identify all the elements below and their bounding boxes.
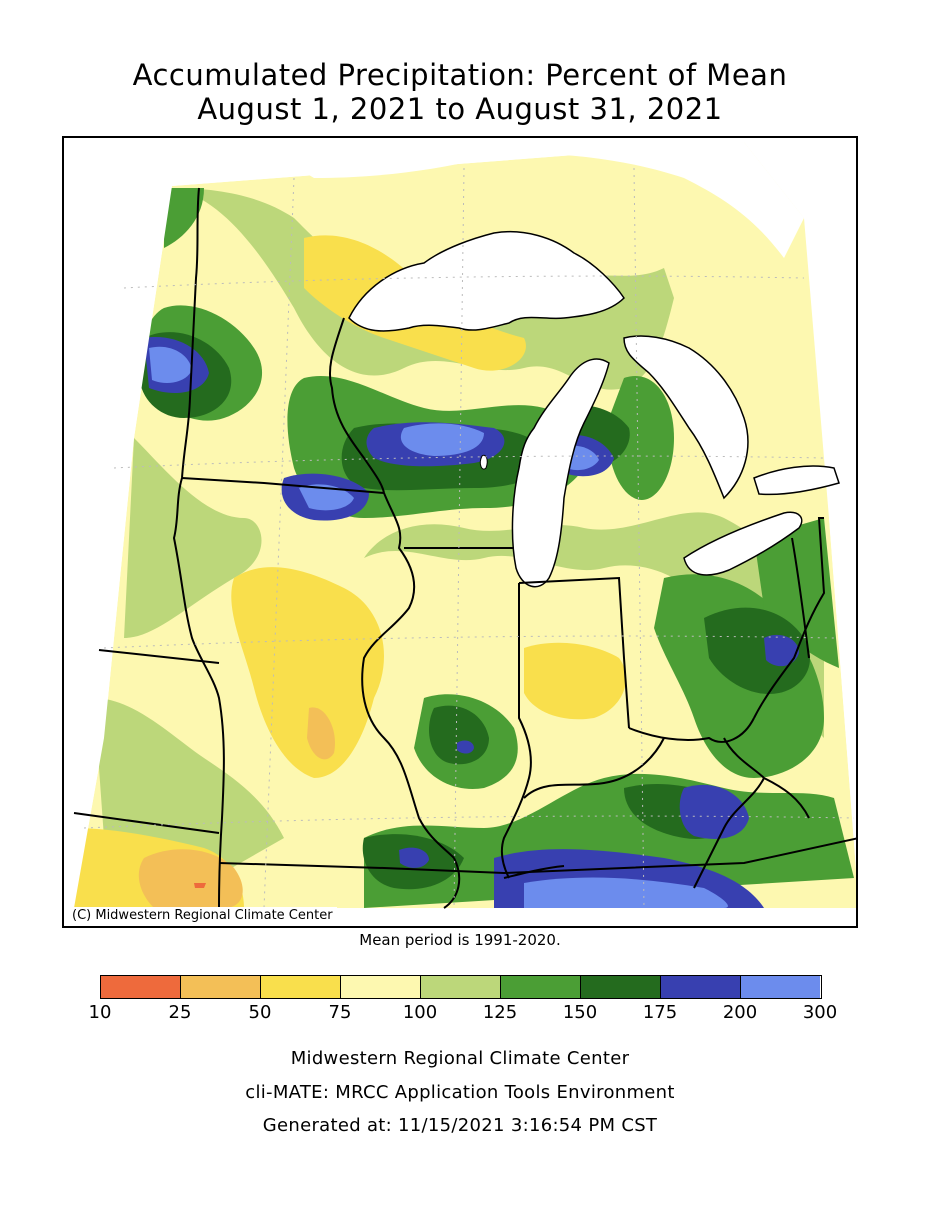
legend-swatch: [661, 976, 741, 998]
region-light-green: [172, 188, 674, 390]
region-green-nw: [164, 188, 204, 248]
legend-color-bar: [100, 975, 822, 999]
region-yellow-central: [231, 567, 384, 778]
legend-tick-label: 200: [722, 1002, 758, 1023]
legend-swatch: [261, 976, 341, 998]
region-darkblue-ky: [679, 784, 749, 839]
region-lightblue-wi: [400, 423, 484, 456]
region-yellow-ia: [307, 707, 335, 760]
region-light-green-4: [94, 698, 284, 878]
region-lightblue-mn: [149, 346, 192, 383]
region-darkblue-il: [457, 740, 474, 754]
region-yellow-indiana: [524, 642, 626, 720]
outside-domain-east: [829, 518, 856, 869]
region-red-spot: [194, 883, 206, 888]
legend-tick-label: 175: [642, 1002, 678, 1023]
region-lightblue-mn2: [299, 484, 354, 511]
legend-tick-label: 100: [402, 1002, 438, 1023]
footer-org: Midwestern Regional Climate Center: [290, 1048, 630, 1069]
region-darkblue-oh: [764, 634, 799, 667]
lake-erie: [683, 511, 803, 576]
legend-tick-labels: 10 25 50 75 100 125 150 175 200 300: [89, 999, 838, 1023]
lake-superior: [348, 230, 625, 332]
legend-tick-label: 10: [88, 1002, 112, 1023]
region-darkblue-mo: [399, 847, 429, 868]
region-light-green-2: [124, 438, 262, 638]
legend-tick-label: 75: [328, 1002, 352, 1023]
region-green-ne: [754, 518, 839, 668]
region-lightblue-south: [524, 877, 728, 908]
region-green-mi: [607, 376, 674, 500]
lake-ontario: [753, 465, 840, 496]
legend-swatch: [101, 976, 181, 998]
outside-domain-north: [64, 138, 856, 218]
color-legend: 10 25 50 75 100 125 150 175 200 300: [89, 975, 838, 1023]
lake-huron: [623, 335, 749, 500]
legend-tick-label: 300: [802, 1002, 838, 1023]
legend-swatch: [181, 976, 261, 998]
map-copyright: (C) Midwestern Regional Climate Center: [68, 907, 337, 924]
legend-swatch: [581, 976, 661, 998]
legend-tick-label: 150: [562, 1002, 598, 1023]
region-darkgreen-il: [429, 705, 489, 765]
legend-tick-label: 25: [168, 1002, 192, 1023]
legend-tick-label: 125: [482, 1002, 518, 1023]
legend-swatch: [741, 976, 820, 998]
state-borders: [73, 187, 856, 909]
map-title-line2: August 1, 2021 to August 31, 2021: [197, 92, 723, 126]
legend-swatch: [421, 976, 501, 998]
lake-winnebago: [479, 454, 488, 470]
map-title-line1: Accumulated Precipitation: Percent of Me…: [132, 58, 788, 92]
outside-domain-west: [64, 138, 172, 908]
mean-period-note: Mean period is 1991-2020.: [359, 931, 561, 949]
canada-north: [264, 142, 804, 258]
graticule: [83, 167, 855, 909]
legend-tick-label: 50: [248, 1002, 272, 1023]
footer-tool: cli-MATE: MRCC Application Tools Environ…: [245, 1082, 675, 1103]
map-canvas: [64, 138, 856, 909]
legend-swatch: [501, 976, 581, 998]
legend-swatch: [341, 976, 421, 998]
precipitation-map: (C) Midwestern Regional Climate Center: [62, 136, 858, 928]
lake-michigan: [511, 358, 610, 588]
region-yellow-sw-2: [138, 849, 243, 908]
footer-generated: Generated at: 11/15/2021 3:16:54 PM CST: [262, 1115, 658, 1136]
